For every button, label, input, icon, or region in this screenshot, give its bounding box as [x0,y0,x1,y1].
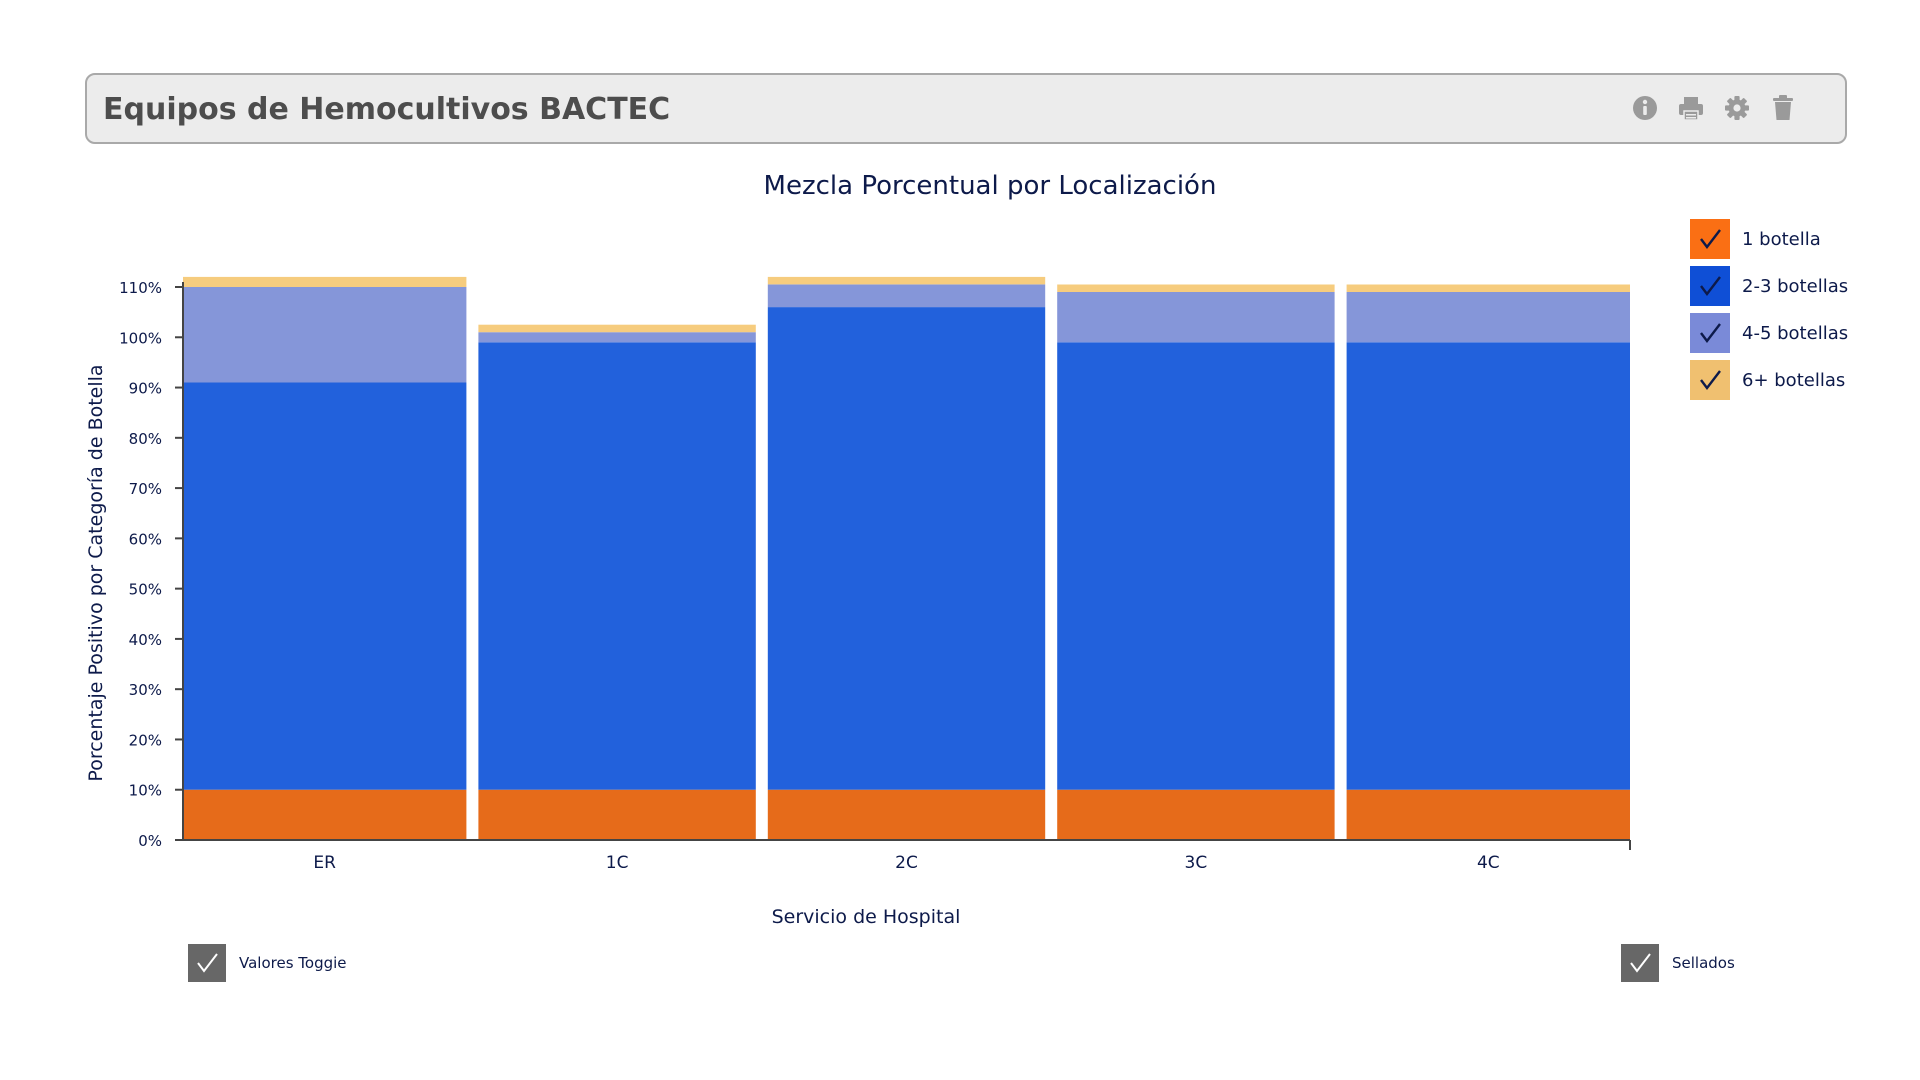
checkbox-checked-icon[interactable] [1621,944,1659,982]
legend-swatch-3 [1690,360,1730,400]
print-icon[interactable] [1677,93,1705,123]
bar-segment-3c-1 [1057,342,1335,790]
legend-swatch-1 [1690,266,1730,306]
bar-segment-er-2 [183,287,467,383]
bar-segment-1c-0 [478,789,756,840]
x-tick-label: 4C [1477,853,1500,873]
x-tick-label: ER [313,853,336,873]
bar-segment-3c-3 [1057,284,1335,292]
legend-item-6-botellas[interactable]: 6+ botellas [1690,360,1848,400]
legend-item-1-botella[interactable]: 1 botella [1690,219,1848,259]
bar-segment-4c-2 [1346,292,1630,343]
bars-group [183,276,1630,840]
trash-icon[interactable] [1769,93,1797,123]
chart-legend: 1 botella 2-3 botellas 4-5 botellas 6+ b… [1690,219,1848,407]
y-tick-label: 80% [129,430,162,448]
checkbox-checked-icon[interactable] [188,944,226,982]
x-axis-label: Servicio de Hospital [772,906,961,928]
y-tick-label: 30% [129,681,162,699]
legend-item-2-3-botellas[interactable]: 2-3 botellas [1690,266,1848,306]
bar-segment-er-1 [183,382,467,790]
toggle-values-label: Valores Toggie [239,954,347,972]
gear-icon[interactable] [1723,93,1751,123]
chart-title: Mezcla Porcentual por Localización [764,171,1217,201]
widget-title: Equipos de Hemocultivos BACTEC [103,92,671,127]
legend-swatch-2 [1690,313,1730,353]
bar-segment-4c-0 [1346,789,1630,840]
header-toolbar [1631,93,1797,123]
toggle-sealed-label: Sellados [1672,954,1735,972]
legend-checkbox-icon[interactable] [1690,219,1730,259]
y-tick-label: 50% [129,581,162,599]
y-axis: 0% 10% 20% 30% 40% 50% 60% 70% 80% 90% 100% 110% [119,279,184,850]
bar-segment-1c-2 [478,332,756,343]
y-tick-label: 70% [129,480,162,498]
legend-checkbox-icon[interactable] [1690,313,1730,353]
bar-segment-3c-0 [1057,789,1335,840]
bar-segment-er-3 [183,276,467,287]
y-axis-label: Porcentaje Positivo por Categoría de Bot… [85,364,107,781]
bar-segment-2c-1 [767,307,1046,790]
y-tick-label: 110% [119,279,162,297]
bar-segment-1c-3 [478,324,756,333]
legend-item-4-5-botellas[interactable]: 4-5 botellas [1690,313,1848,353]
toggle-sealed[interactable]: Sellados [1621,944,1735,982]
y-tick-label: 10% [129,782,162,800]
legend-checkbox-icon[interactable] [1690,266,1730,306]
y-tick-label: 20% [129,731,162,749]
legend-label: 6+ botellas [1742,369,1846,391]
bar-segment-4c-3 [1346,284,1630,292]
stacked-bar-chart: Mezcla Porcentual por Localización 0% 10%… [85,171,1631,928]
y-tick-label: 0% [138,832,162,850]
legend-label: 1 botella [1742,228,1821,250]
x-tick-label: 1C [606,853,629,873]
legend-label: 2-3 botellas [1742,275,1849,297]
bar-segment-2c-2 [767,284,1046,308]
bar-segment-1c-1 [478,342,756,790]
y-tick-label: 60% [129,530,162,548]
legend-checkbox-icon[interactable] [1690,360,1730,400]
bar-segment-er-0 [183,789,467,840]
info-icon[interactable] [1631,93,1659,123]
toggle-values[interactable]: Valores Toggie [188,944,347,982]
legend-label: 4-5 botellas [1742,322,1849,344]
x-tick-label: 2C [895,853,918,873]
bar-segment-2c-3 [767,276,1046,285]
x-axis: ER 1C 2C 3C 4C [183,839,1631,873]
bar-segment-3c-2 [1057,292,1335,343]
y-tick-label: 90% [129,380,162,398]
y-tick-label: 40% [129,631,162,649]
bar-segment-2c-0 [767,789,1046,840]
widget-header: Equipos de Hemocultivos BACTEC [85,73,1847,144]
legend-swatch-0 [1690,219,1730,259]
x-tick-label: 3C [1185,853,1208,873]
bar-segment-4c-1 [1346,342,1630,790]
y-tick-label: 100% [119,329,162,347]
